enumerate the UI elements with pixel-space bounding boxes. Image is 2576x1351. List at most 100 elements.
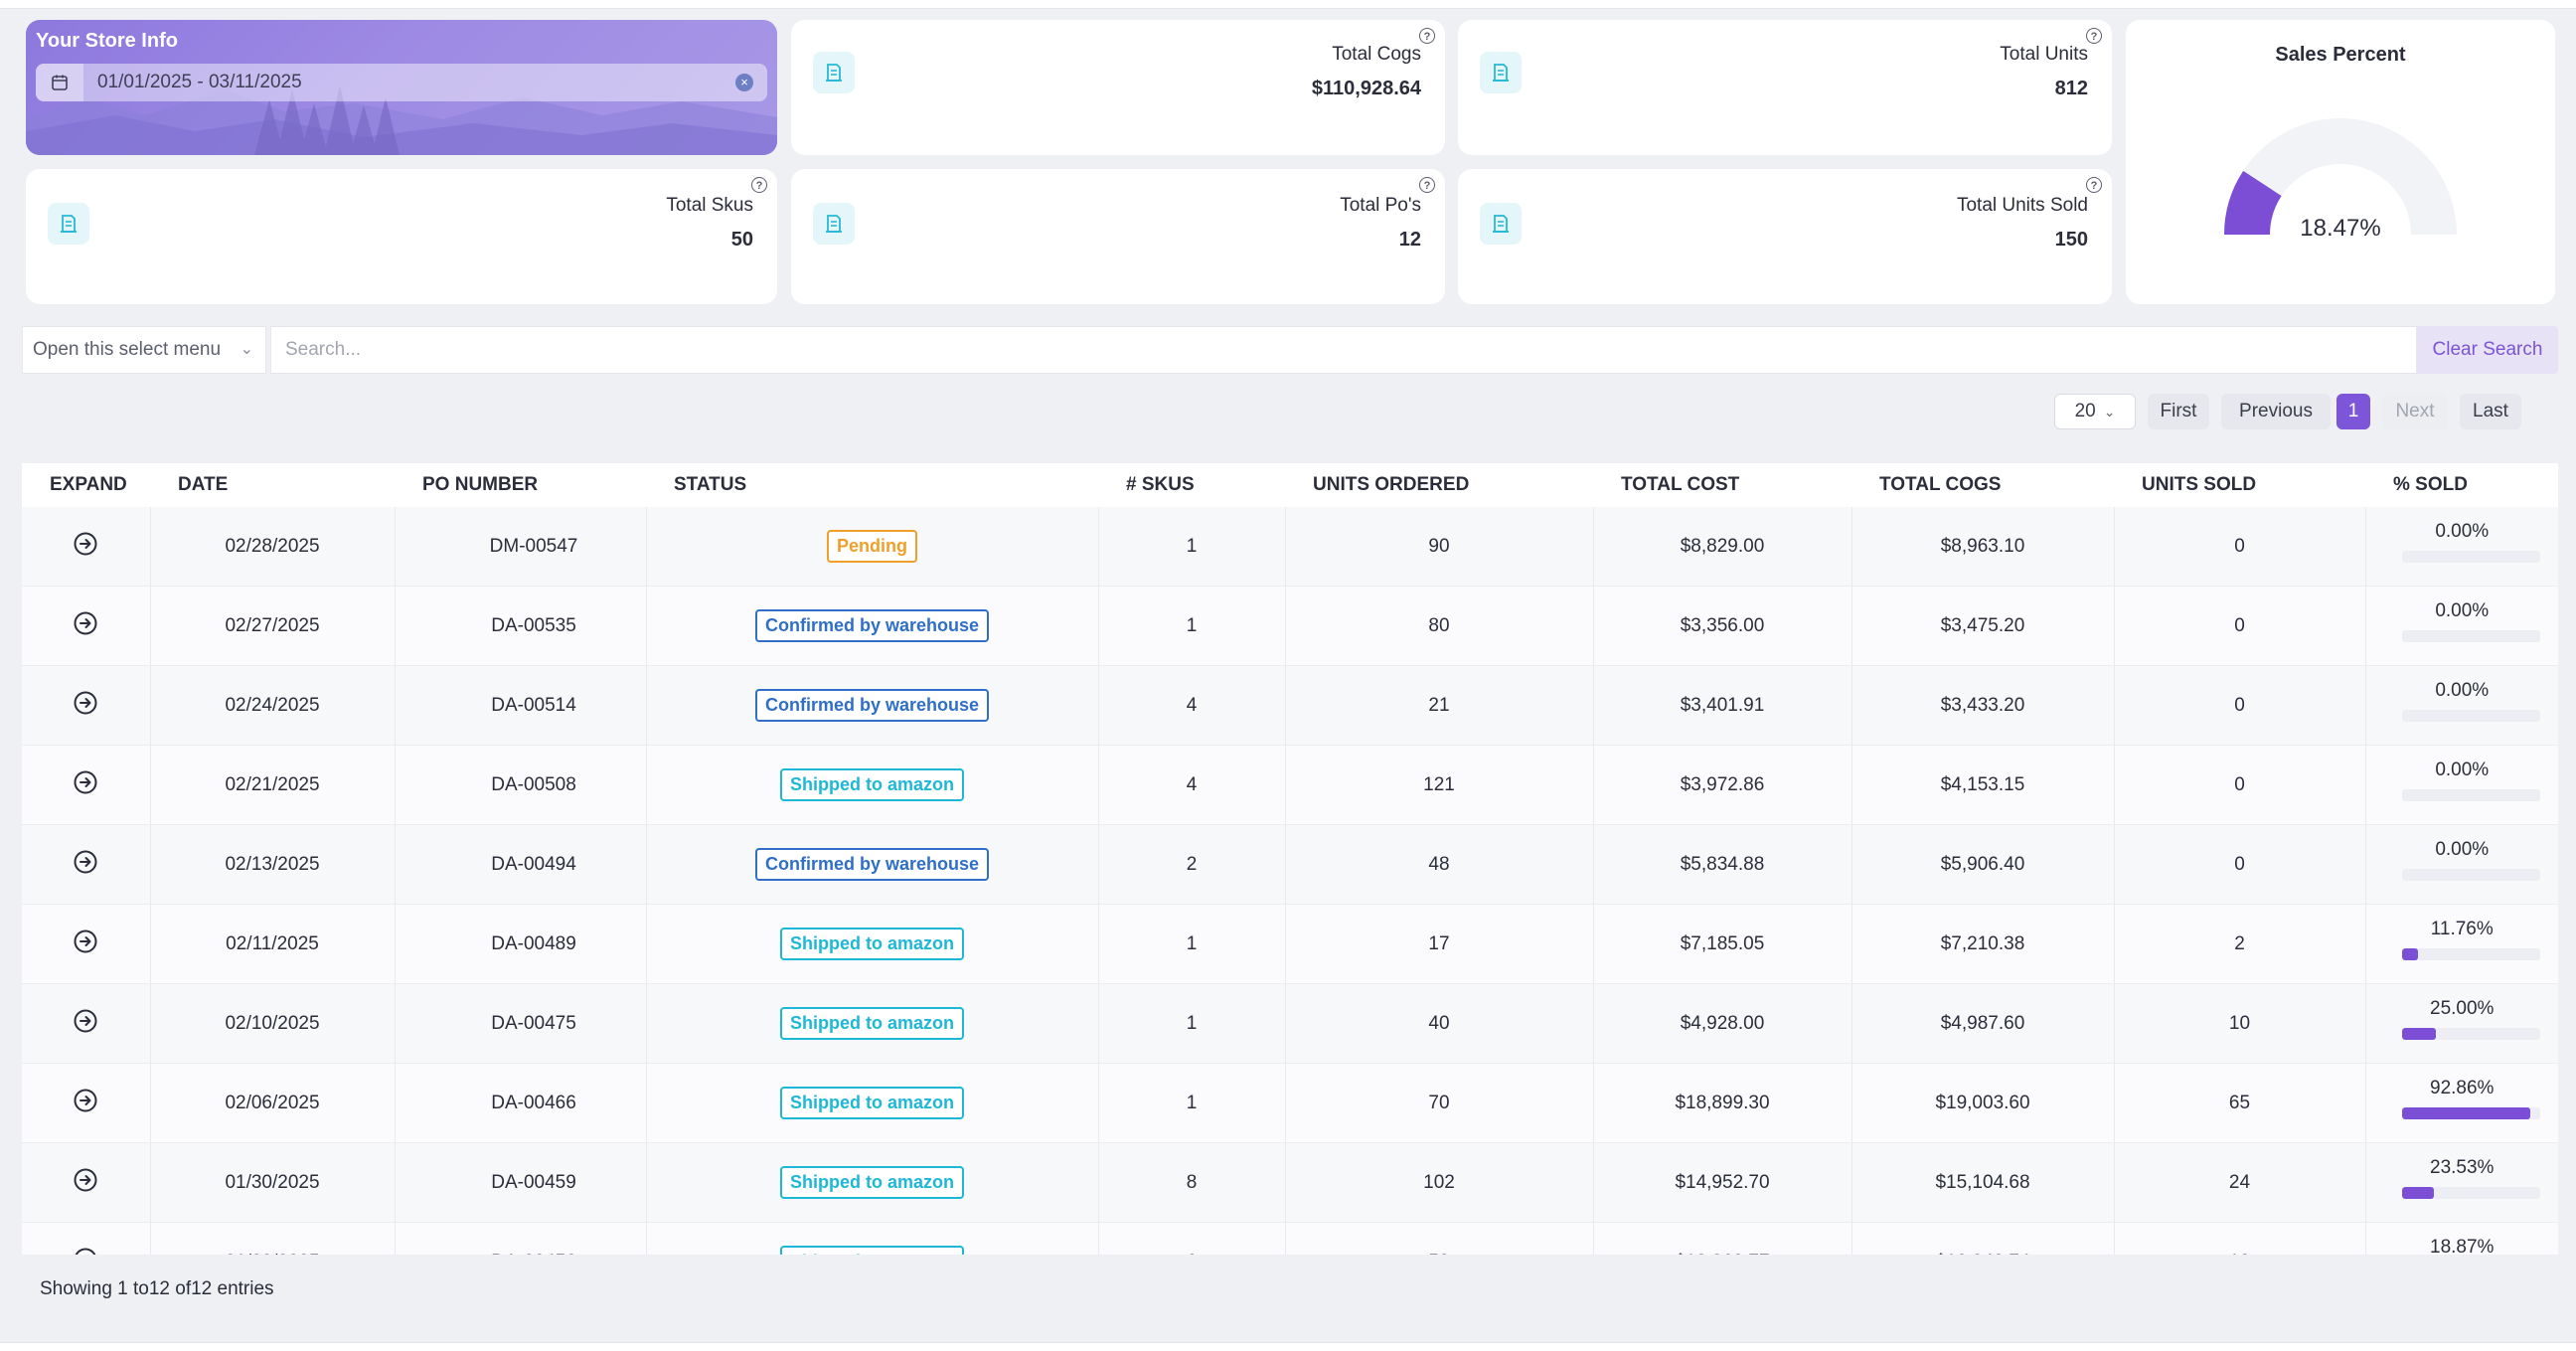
help-icon[interactable]: ? [751, 177, 767, 193]
expand-cell [22, 1063, 151, 1143]
po-number-cell: DA-00535 [395, 586, 647, 666]
column-header-pct-sold[interactable]: % SOLD [2365, 463, 2558, 507]
pct-sold-cell: 11.76% [2365, 904, 2558, 984]
pct-sold-bar [2401, 630, 2540, 642]
pct-sold-cell: 92.86% [2365, 1063, 2558, 1143]
current-page-button[interactable]: 1 [2336, 394, 2370, 429]
table-header-row: EXPAND DATE PO NUMBER STATUS # SKUS UNIT… [22, 463, 2558, 507]
total-units-sold-value: 150 [2054, 229, 2088, 251]
help-icon[interactable]: ? [2086, 177, 2102, 193]
po-number-cell: DA-00466 [395, 1063, 647, 1143]
skus-cell: 1 [1098, 586, 1286, 666]
first-page-button[interactable]: First [2148, 394, 2209, 429]
arrow-circle-right-icon[interactable] [73, 610, 98, 642]
column-header-total-cost[interactable]: TOTAL COST [1593, 463, 1852, 507]
receipt-icon [813, 203, 855, 245]
total-units-sold-card: ? Total Units Sold 150 [1458, 169, 2112, 304]
arrow-circle-right-icon[interactable] [73, 690, 98, 722]
calendar-icon[interactable] [36, 64, 83, 101]
po-number-cell: DA-00508 [395, 745, 647, 825]
arrow-circle-right-icon[interactable] [73, 1008, 98, 1040]
filter-select-label: Open this select menu [33, 339, 222, 360]
help-icon[interactable]: ? [1419, 177, 1435, 193]
column-header-expand[interactable]: EXPAND [22, 463, 150, 507]
date-range-value[interactable]: 01/01/2025 - 03/11/2025 [97, 72, 302, 92]
total-skus-value: 50 [730, 229, 753, 251]
page-size-select[interactable]: 20 ⌄ [2054, 394, 2136, 429]
column-header-skus[interactable]: # SKUS [1098, 463, 1285, 507]
pct-sold-cell: 0.00% [2365, 665, 2558, 746]
column-header-po-number[interactable]: PO NUMBER [395, 463, 646, 507]
arrow-circle-right-icon[interactable] [73, 1167, 98, 1199]
table-row[interactable]: 02/10/2025 DA-00475 Shipped to amazon 1 40 $4… [22, 983, 2558, 1064]
status-cell: Confirmed by warehouse [646, 824, 1099, 905]
table-row[interactable]: 02/21/2025 DA-00508 Shipped to amazon 4 121 $… [22, 745, 2558, 825]
help-icon[interactable]: ? [2086, 28, 2102, 44]
column-header-status[interactable]: STATUS [646, 463, 1098, 507]
total-cost-cell: $7,185.05 [1593, 904, 1852, 984]
total-skus-card: ? Total Skus 50 [26, 169, 777, 304]
date-cell: 02/06/2025 [150, 1063, 396, 1143]
table-row[interactable]: 02/24/2025 DA-00514 Confirmed by warehouse… [22, 665, 2558, 746]
units-sold-cell: 2 [2114, 904, 2366, 984]
arrow-circle-right-icon[interactable] [73, 1088, 98, 1119]
total-cogs-label: Total Cogs [1332, 44, 1421, 65]
pct-sold-text: 25.00% [2430, 998, 2495, 1019]
pct-sold-bar [2401, 948, 2540, 960]
column-header-units-ordered[interactable]: UNITS ORDERED [1285, 463, 1593, 507]
pct-sold-cell: 0.00% [2365, 507, 2558, 587]
date-range-picker[interactable]: 01/01/2025 - 03/11/2025 × [36, 64, 767, 101]
table-row[interactable]: 01/30/2025 DA-00459 Shipped to amazon 8 102 $… [22, 1142, 2558, 1223]
clear-date-icon[interactable]: × [735, 74, 753, 91]
arrow-circle-right-icon[interactable] [73, 929, 98, 960]
total-cogs-cell: $15,104.68 [1852, 1142, 2115, 1223]
status-cell: Confirmed by warehouse [646, 586, 1099, 666]
po-number-cell: DA-00514 [395, 665, 647, 746]
status-badge: Confirmed by warehouse [754, 609, 990, 642]
table-row[interactable]: 02/13/2025 DA-00494 Confirmed by warehouse… [22, 824, 2558, 905]
table-row[interactable]: 02/11/2025 DA-00489 Shipped to amazon 1 17 $7… [22, 904, 2558, 984]
table-row[interactable]: 02/06/2025 DA-00466 Shipped to amazon 1 70 $1… [22, 1063, 2558, 1143]
status-cell: Confirmed by warehouse [646, 665, 1099, 746]
help-icon[interactable]: ? [1419, 28, 1435, 44]
date-cell: 01/30/2025 [150, 1142, 396, 1223]
column-header-date[interactable]: DATE [150, 463, 395, 507]
next-page-button[interactable]: Next [2382, 394, 2448, 429]
total-cost-cell: $8,829.00 [1593, 507, 1852, 587]
table-row[interactable]: 02/28/2025 DM-00547 Pending 1 90 $8,829.00 $8,… [22, 507, 2558, 587]
units-ordered-cell: 48 [1285, 824, 1594, 905]
total-cogs-cell: $3,475.20 [1852, 586, 2115, 666]
previous-page-button[interactable]: Previous [2221, 394, 2331, 429]
pct-sold-text: 18.87% [2430, 1237, 2495, 1258]
table-row[interactable]: 02/27/2025 DA-00535 Confirmed by warehouse… [22, 586, 2558, 666]
arrow-circle-right-icon[interactable] [73, 769, 98, 801]
status-cell: Pending [646, 507, 1099, 587]
status-cell: Shipped to amazon [646, 904, 1099, 984]
last-page-button[interactable]: Last [2460, 394, 2521, 429]
search-input[interactable] [270, 326, 2417, 374]
total-cogs-value: $110,928.64 [1311, 78, 1421, 99]
column-header-units-sold[interactable]: UNITS SOLD [2114, 463, 2365, 507]
filter-select[interactable]: Open this select menu ⌄ [22, 326, 266, 374]
column-header-total-cogs[interactable]: TOTAL COGS [1852, 463, 2114, 507]
pct-sold-bar [2401, 551, 2540, 563]
sales-percent-card: Sales Percent 18.47% [2126, 20, 2555, 304]
total-pos-card: ? Total Po's 12 [791, 169, 1445, 304]
status-cell: Shipped to amazon [646, 745, 1099, 825]
pct-sold-cell: 25.00% [2365, 983, 2558, 1064]
units-sold-cell: 24 [2114, 1142, 2366, 1223]
units-sold-cell: 0 [2114, 665, 2366, 746]
status-badge: Shipped to amazon [779, 928, 964, 960]
date-cell: 02/11/2025 [150, 904, 396, 984]
clear-search-button[interactable]: Clear Search [2417, 326, 2558, 374]
arrow-circle-right-icon[interactable] [73, 531, 98, 563]
total-cost-cell: $18,899.30 [1593, 1063, 1852, 1143]
skus-cell: 1 [1098, 507, 1286, 587]
pct-sold-cell: 0.00% [2365, 824, 2558, 905]
pct-sold-cell: 23.53% [2365, 1142, 2558, 1223]
expand-cell [22, 745, 151, 825]
units-sold-cell: 65 [2114, 1063, 2366, 1143]
total-cost-cell: $3,356.00 [1593, 586, 1852, 666]
units-sold-cell: 0 [2114, 586, 2366, 666]
arrow-circle-right-icon[interactable] [73, 849, 98, 881]
